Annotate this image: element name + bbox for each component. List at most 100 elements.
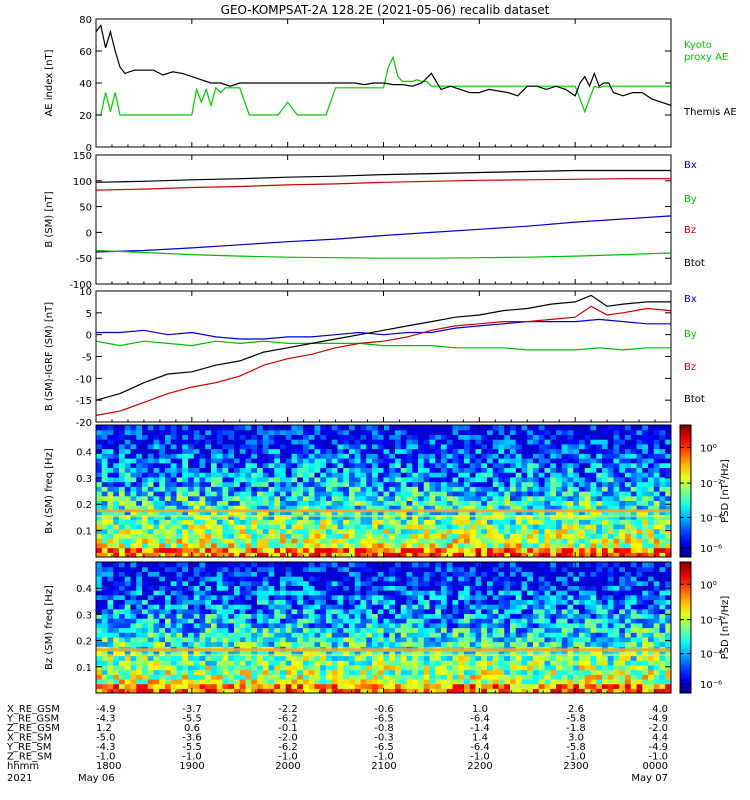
spectrogram-cell [274, 655, 281, 661]
spectrogram-cell [222, 472, 229, 478]
spectrogram-cell [211, 590, 218, 596]
spectrogram-cell [297, 585, 304, 591]
spectrogram-cell [567, 476, 574, 483]
spectrogram-cell [630, 434, 638, 440]
spectrogram-cell [642, 429, 649, 436]
spectrogram-cell [119, 599, 126, 605]
spectrogram-cell [550, 462, 557, 469]
spectrogram-cell [274, 627, 281, 633]
spectrogram-cell [107, 585, 114, 591]
spectrogram-cell [487, 552, 494, 557]
spectrogram-cell [199, 660, 206, 666]
spectrogram-cell [492, 434, 500, 440]
spectrogram-cell [337, 491, 344, 497]
spectrogram-cell [573, 524, 580, 530]
spectrogram-cell [527, 509, 534, 516]
spectrogram-cell [165, 467, 172, 473]
spectrogram-cell [458, 476, 465, 483]
spectrogram-cell [389, 580, 396, 586]
spectrogram-cell [406, 538, 413, 544]
spectrogram-cell [245, 590, 252, 596]
spectrogram-cell [314, 500, 321, 506]
spectrogram-cell [101, 641, 109, 647]
spectrogram-cell [314, 627, 321, 633]
spectrogram-cell [182, 618, 189, 624]
spectrogram-cell [423, 538, 431, 544]
spectrogram-cell [527, 552, 534, 557]
spectrogram-cell [119, 462, 126, 469]
spectrogram-cell [216, 439, 224, 445]
spectrogram-cell [349, 448, 356, 454]
spectrogram-cell [573, 434, 580, 440]
spectrogram-cell [360, 688, 367, 693]
spectrogram-cell [538, 476, 546, 483]
spectrogram-cell [435, 636, 442, 643]
spectrogram-cell [406, 425, 413, 431]
spectrogram-cell [469, 594, 477, 601]
spectrogram-cell [446, 533, 454, 539]
spectrogram-cell [515, 472, 523, 478]
spectrogram-cell [274, 547, 281, 553]
spectrogram-cell [199, 453, 206, 459]
spectrogram-cell [320, 660, 327, 666]
spectrogram-cell [395, 688, 402, 693]
spectrogram-cell [446, 608, 454, 615]
spectrogram-cell [211, 462, 218, 469]
spectrogram-cell [188, 622, 195, 629]
spectrogram-cell [469, 622, 477, 629]
spectrogram-cell [101, 571, 109, 577]
legend-label: proxy AE [684, 52, 728, 63]
spectrogram-cell [567, 434, 574, 440]
spectrogram-cell [423, 585, 431, 591]
spectrogram-cell [372, 524, 379, 530]
spectrogram-cell [228, 599, 235, 605]
spectrogram-cell [182, 528, 189, 535]
spectrogram-cell [182, 448, 189, 454]
spectrogram-cell [280, 641, 287, 647]
spectrogram-cell [533, 467, 540, 473]
spectrogram-cell [648, 434, 655, 440]
spectrogram-cell [544, 472, 551, 478]
spectrogram-cell [469, 636, 477, 643]
spectrogram-cell [446, 622, 454, 629]
spectrogram-cell [182, 514, 189, 520]
spectrogram-cell [182, 425, 189, 431]
spectrogram-cell [521, 439, 528, 445]
spectrogram-cell [642, 533, 649, 539]
spectrogram-cell [377, 683, 385, 689]
spectrogram-cell [320, 538, 327, 544]
spectrogram-cell [625, 486, 632, 492]
spectrogram-cell [383, 429, 390, 436]
spectrogram-cell [280, 632, 287, 638]
spectrogram-cell [504, 486, 511, 492]
spectrogram-cell [216, 467, 224, 473]
spectrogram-cell [176, 453, 183, 459]
spectrogram-cell [170, 585, 178, 591]
spectrogram-cell [314, 439, 321, 445]
spectrogram-cell [464, 448, 471, 454]
spectrogram-cell [435, 453, 442, 459]
spectrogram-cell [308, 439, 316, 445]
spectrogram-cell [308, 500, 316, 506]
spectrogram-cell [274, 613, 281, 619]
spectrogram-cell [625, 434, 632, 440]
spectrogram-cell [136, 678, 143, 685]
spectrogram-cell [452, 472, 459, 478]
spectrogram-cell [176, 491, 183, 497]
spectrogram-cell [101, 448, 109, 454]
spectrogram-cell [101, 514, 109, 520]
spectrogram-cell [561, 500, 569, 506]
spectrogram-cell [205, 429, 212, 436]
spectrogram-cell [360, 613, 367, 619]
spectrogram-cell [170, 594, 178, 601]
spectrogram-cell [429, 547, 436, 553]
spectrogram-cell [228, 622, 235, 629]
spectrogram-cell [211, 509, 218, 516]
spectrogram-cell [366, 664, 373, 671]
spectrogram-cell [331, 674, 339, 680]
spectrogram-cell [418, 481, 425, 487]
spectrogram-cell [400, 562, 408, 568]
spectrogram-cell [193, 627, 201, 633]
spectrogram-cell [331, 505, 339, 511]
spectrogram-cell [136, 585, 143, 591]
